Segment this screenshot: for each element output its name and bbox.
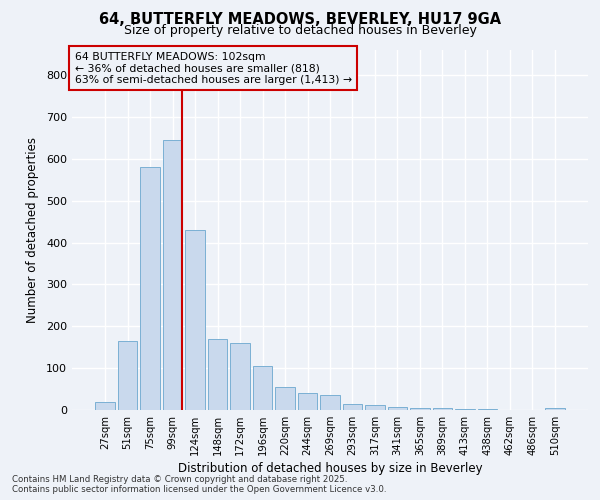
Bar (163, 140, 182, 410)
Y-axis label: Number of detached properties: Number of detached properties (26, 137, 39, 323)
Bar (478, 409, 497, 410)
Bar (253, 366, 272, 410)
Text: 64 BUTTERFLY MEADOWS: 102sqm
← 36% of detached houses are smaller (818)
63% of s: 64 BUTTERFLY MEADOWS: 102sqm ← 36% of de… (74, 52, 352, 85)
Bar (455, 408, 475, 410)
Bar (343, 404, 362, 410)
Bar (320, 396, 340, 410)
Bar (298, 394, 317, 410)
Bar (118, 341, 137, 410)
Bar (365, 405, 385, 410)
Text: 64, BUTTERFLY MEADOWS, BEVERLEY, HU17 9GA: 64, BUTTERFLY MEADOWS, BEVERLEY, HU17 9G… (99, 12, 501, 28)
X-axis label: Distribution of detached houses by size in Beverley: Distribution of detached houses by size … (178, 462, 482, 475)
Bar (410, 408, 430, 410)
Bar (230, 343, 250, 410)
Bar (140, 167, 160, 410)
Bar (275, 387, 295, 410)
Text: Contains HM Land Registry data © Crown copyright and database right 2025.
Contai: Contains HM Land Registry data © Crown c… (12, 474, 386, 494)
Bar (208, 339, 227, 410)
Bar (95, 402, 115, 410)
Text: Size of property relative to detached houses in Beverley: Size of property relative to detached ho… (124, 24, 476, 37)
Bar (433, 408, 452, 410)
Bar (545, 408, 565, 410)
Bar (388, 406, 407, 410)
Bar (185, 230, 205, 410)
